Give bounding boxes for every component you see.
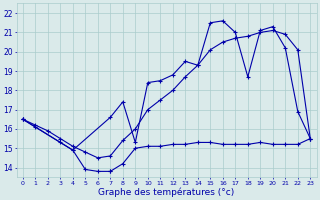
X-axis label: Graphe des températures (°c): Graphe des températures (°c) [99, 187, 235, 197]
